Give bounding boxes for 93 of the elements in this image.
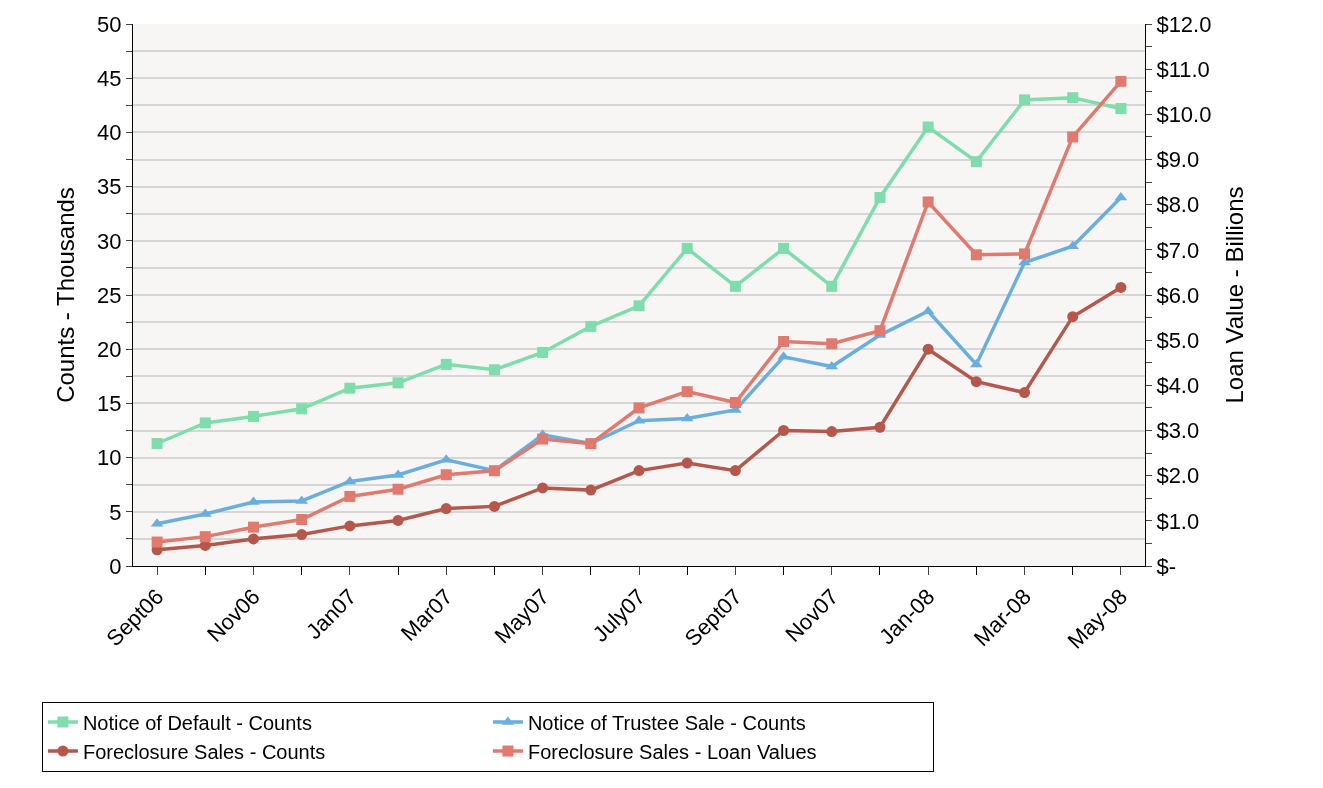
point [633,300,645,312]
point [874,325,886,337]
point [296,403,308,415]
point [826,280,838,292]
point [199,531,211,543]
point [729,465,741,477]
y-tick-label: 30 [97,228,122,254]
point [392,377,404,389]
y-tick-label: 20 [97,336,122,362]
point [1115,281,1127,293]
point [1067,92,1079,104]
point [922,343,934,355]
y2-tick-label: $- [1156,553,1176,579]
y-tick-label: 35 [97,174,122,200]
point [585,320,597,332]
y2-axis-title: Loan Value - Billions [1220,186,1248,404]
point [922,121,934,133]
y-tick-label: 45 [97,65,122,91]
point [488,500,500,512]
point [344,520,356,532]
y2-tick-label: $3.0 [1156,418,1200,444]
point [296,529,308,541]
point [537,433,549,445]
point [392,514,404,526]
point [151,438,163,450]
point [1019,248,1031,260]
point [488,364,500,376]
point [151,536,163,548]
point [969,358,983,368]
legend-label: Foreclosure Sales - Counts [82,740,326,763]
point [247,410,259,422]
y-tick-label: 15 [97,391,122,417]
point [826,338,838,350]
point [922,196,934,208]
y2-tick-label: $5.0 [1156,327,1200,353]
point [826,426,838,438]
point [921,305,935,315]
y-tick-label: 25 [97,282,122,308]
point [729,280,741,292]
point [1115,75,1127,87]
y2-tick-label: $10.0 [1156,102,1212,128]
point [633,402,645,414]
point [344,490,356,502]
point [440,469,452,481]
point [729,397,741,408]
legend-label: Notice of Trustee Sale - Counts [527,711,806,734]
point [585,484,597,496]
y-axis-title: Counts - Thousands [52,187,80,403]
point [970,249,982,261]
point [970,376,982,388]
point [440,358,452,370]
legend-label: Foreclosure Sales - Loan Values [527,740,817,763]
y2-tick-label: $2.0 [1156,463,1200,489]
point [633,465,645,477]
point [392,483,404,495]
y-tick-label: 50 [97,11,122,37]
y-tick-label: 0 [109,553,122,579]
point [1114,191,1128,201]
point [537,346,549,358]
point [1067,131,1079,143]
point [1019,94,1031,106]
y2-tick-label: $6.0 [1156,282,1200,308]
point [874,421,886,433]
point [681,457,693,469]
y2-tick-label: $8.0 [1156,192,1200,218]
point [344,382,356,394]
point [681,386,693,398]
y2-tick-label: $12.0 [1156,11,1212,37]
point [970,156,982,168]
y-tick-label: 5 [109,499,122,525]
point [778,336,790,348]
point [681,242,693,254]
y2-tick-label: $9.0 [1156,147,1200,173]
point [537,482,549,494]
point [247,521,259,533]
point [440,503,452,515]
y2-tick-label: $1.0 [1156,508,1200,534]
point [1067,311,1079,323]
point [874,191,886,203]
y2-tick-label: $4.0 [1156,373,1200,399]
point [1019,387,1031,399]
point [1115,103,1127,115]
y2-tick-label: $11.0 [1156,56,1210,82]
point [296,513,308,525]
y-tick-label: 10 [97,445,122,471]
point [247,533,259,545]
point [343,475,357,485]
y2-tick-label: $7.0 [1156,237,1200,263]
point [778,242,790,254]
y-tick-label: 40 [97,120,122,146]
point [199,417,211,429]
point [778,425,790,436]
legend-label: Notice of Default - Counts [82,711,312,734]
